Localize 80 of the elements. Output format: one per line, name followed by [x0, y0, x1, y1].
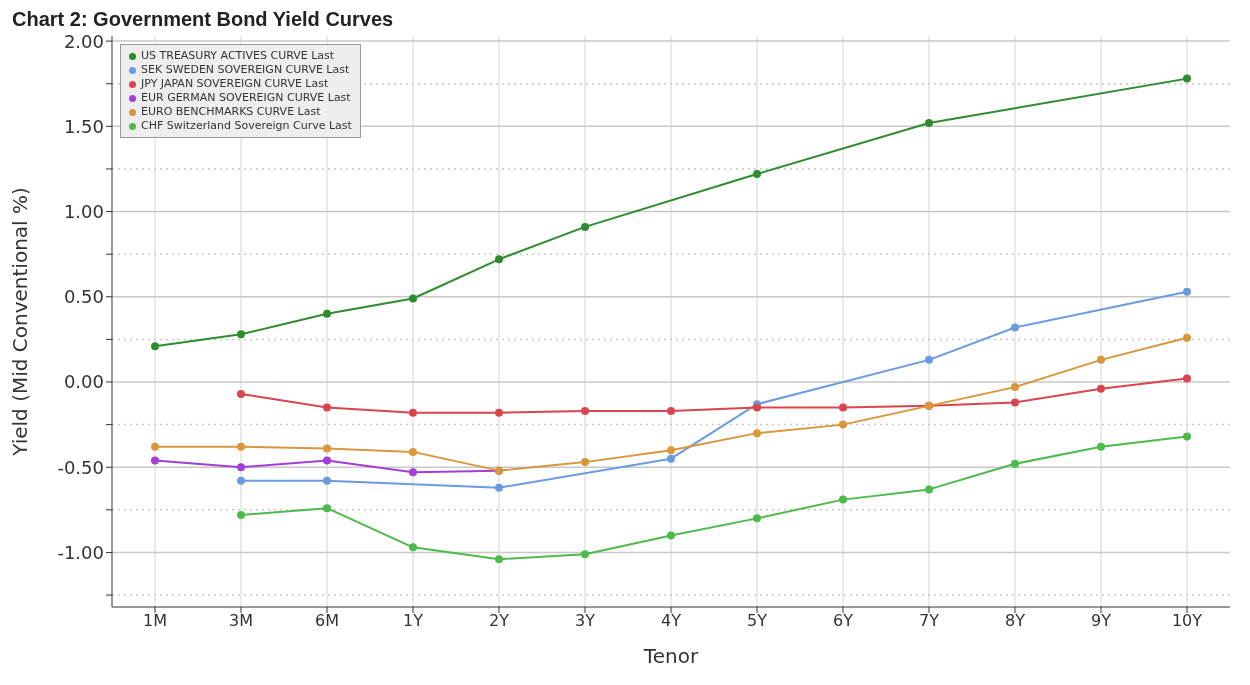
point	[1011, 459, 1019, 468]
point	[151, 442, 159, 451]
x-axis-title: Tenor	[642, 644, 699, 668]
point	[667, 406, 675, 415]
point	[323, 476, 331, 485]
x-tick-label: 10Y	[1171, 611, 1203, 631]
x-tick-label: 6Y	[833, 611, 854, 631]
legend-label: SEK SWEDEN SOVEREIGN CURVE Last	[141, 63, 350, 77]
point	[667, 531, 675, 540]
point	[581, 222, 589, 231]
y-tick-label: 2.00	[63, 30, 104, 52]
point	[323, 444, 331, 453]
y-tick-label: 0.50	[63, 286, 104, 308]
y-tick-label: 1.50	[63, 115, 104, 137]
point	[1183, 432, 1191, 441]
point	[1011, 398, 1019, 407]
point	[495, 408, 503, 417]
x-tick-label: 3Y	[575, 611, 596, 631]
point	[151, 456, 159, 465]
y-axis-title: Yield (Mid Conventional %)	[8, 187, 33, 457]
point	[839, 403, 847, 412]
point	[323, 309, 331, 318]
point	[151, 342, 159, 351]
point	[237, 330, 245, 339]
x-tick-label: 5Y	[747, 611, 768, 631]
point	[237, 442, 245, 451]
point	[1097, 384, 1105, 393]
legend-label: EUR GERMAN SOVEREIGN CURVE Last	[141, 91, 351, 105]
point	[839, 495, 847, 504]
point	[581, 458, 589, 467]
point	[667, 454, 675, 463]
point	[667, 446, 675, 455]
y-tick-label: -0.50	[57, 456, 104, 478]
point	[409, 468, 417, 477]
y-tick-label: 0.00	[63, 371, 104, 393]
point	[1183, 74, 1191, 83]
point	[409, 408, 417, 417]
point	[925, 118, 933, 127]
point	[495, 255, 503, 264]
x-tick-label: 3M	[229, 611, 253, 631]
point	[925, 485, 933, 494]
point	[323, 403, 331, 412]
point	[1097, 355, 1105, 364]
y-tick-label: -1.00	[57, 541, 104, 563]
y-tick-label: 1.00	[63, 200, 104, 222]
point	[237, 476, 245, 485]
point	[1183, 374, 1191, 383]
point	[1011, 383, 1019, 392]
x-tick-label: 9Y	[1091, 611, 1112, 631]
point	[409, 447, 417, 456]
x-tick-label: 1M	[143, 611, 167, 631]
point	[237, 510, 245, 519]
point	[495, 483, 503, 492]
point	[409, 294, 417, 303]
x-tick-label: 4Y	[661, 611, 682, 631]
point	[495, 555, 503, 564]
point	[1097, 442, 1105, 451]
legend-label: EURO BENCHMARKS CURVE Last	[141, 105, 321, 119]
point	[753, 514, 761, 523]
point	[237, 389, 245, 398]
point	[581, 550, 589, 559]
x-tick-label: 1Y	[403, 611, 424, 631]
x-tick-label: 2Y	[489, 611, 510, 631]
legend-label: JPY JAPAN SOVEREIGN CURVE Last	[141, 77, 329, 91]
legend-label: CHF Switzerland Sovereign Curve Last	[141, 119, 352, 133]
point	[753, 170, 761, 179]
point	[925, 355, 933, 364]
x-tick-label: 7Y	[919, 611, 940, 631]
chart-title: Chart 2: Government Bond Yield Curves	[12, 8, 394, 31]
point	[1011, 323, 1019, 332]
x-tick-label: 6M	[315, 611, 339, 631]
point	[1183, 287, 1191, 296]
point	[581, 406, 589, 415]
point	[323, 504, 331, 513]
point	[237, 463, 245, 472]
legend-label: US TREASURY ACTIVES CURVE Last	[141, 49, 335, 63]
point	[323, 456, 331, 465]
x-tick-label: 8Y	[1005, 611, 1026, 631]
point	[409, 543, 417, 552]
point	[753, 429, 761, 438]
